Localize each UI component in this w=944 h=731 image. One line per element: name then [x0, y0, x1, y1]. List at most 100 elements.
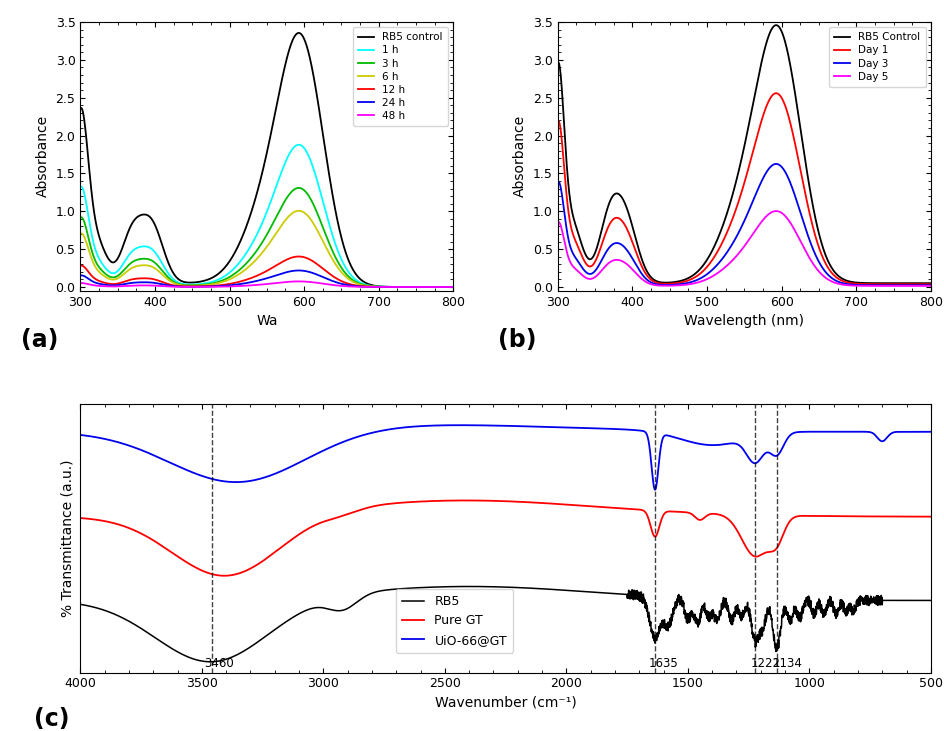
Pure GT	[460, 496, 471, 505]
RB5 Control	[723, 202, 734, 211]
RB5 control	[75, 105, 86, 113]
Day 3	[551, 178, 563, 186]
1 h	[293, 140, 304, 149]
24 h	[293, 266, 304, 275]
RB5	[75, 600, 86, 609]
UiO-66@GT	[75, 431, 86, 439]
24 h	[93, 279, 105, 288]
6 h	[245, 260, 257, 268]
RB5 control	[93, 232, 105, 241]
UiO-66@GT	[454, 421, 465, 430]
48 h	[245, 281, 257, 289]
UiO-66@GT	[747, 458, 758, 467]
Day 1	[924, 280, 936, 289]
RB5 control	[256, 170, 267, 179]
Text: 1222: 1222	[750, 657, 780, 670]
Day 3	[723, 244, 734, 253]
Line: Day 3: Day 3	[557, 164, 930, 285]
48 h	[93, 281, 105, 290]
Legend: RB5, Pure GT, UiO-66@GT: RB5, Pure GT, UiO-66@GT	[396, 589, 513, 653]
6 h	[293, 206, 304, 215]
Day 3	[769, 159, 781, 168]
Day 5	[924, 281, 936, 290]
Line: 48 h: 48 h	[80, 281, 453, 287]
Day 1	[551, 117, 563, 126]
6 h	[256, 249, 267, 258]
12 h	[256, 269, 267, 278]
Day 1	[914, 280, 925, 289]
Line: Pure GT: Pure GT	[80, 501, 930, 576]
Pure GT	[617, 504, 629, 513]
Line: 6 h: 6 h	[80, 211, 453, 287]
3 h	[75, 213, 86, 222]
Text: 3460: 3460	[204, 657, 234, 670]
RB5 control	[436, 283, 447, 292]
1 h	[447, 283, 459, 292]
Line: 12 h: 12 h	[80, 257, 453, 287]
RB5 Control	[733, 164, 744, 173]
1 h	[368, 282, 379, 291]
RB5 Control	[914, 279, 925, 287]
UiO-66@GT	[649, 485, 660, 494]
Day 5	[914, 281, 925, 290]
RB5 Control	[845, 278, 856, 287]
1 h	[436, 283, 447, 292]
1 h	[75, 183, 86, 192]
48 h	[436, 283, 447, 292]
Day 5	[769, 207, 781, 216]
Day 3	[733, 227, 744, 236]
RB5 control	[447, 283, 459, 292]
3 h	[93, 263, 105, 272]
UiO-66@GT	[523, 422, 534, 431]
Line: Day 1: Day 1	[557, 94, 930, 284]
Pure GT	[747, 551, 758, 560]
12 h	[93, 276, 105, 285]
3 h	[245, 253, 257, 262]
6 h	[436, 283, 447, 292]
Day 5	[723, 259, 734, 268]
Legend: RB5 control, 1 h, 3 h, 6 h, 12 h, 24 h, 48 h: RB5 control, 1 h, 3 h, 6 h, 12 h, 24 h, …	[353, 27, 447, 126]
RB5 control	[436, 283, 447, 292]
12 h	[447, 283, 459, 292]
Legend: RB5 Control, Day 1, Day 3, Day 5: RB5 Control, Day 1, Day 3, Day 5	[828, 27, 924, 87]
Text: 1134: 1134	[772, 657, 802, 670]
RB5	[420, 583, 431, 592]
Day 5	[551, 218, 563, 227]
RB5 Control	[570, 224, 582, 233]
RB5	[747, 631, 758, 640]
Day 3	[570, 255, 582, 264]
6 h	[368, 282, 379, 291]
1 h	[245, 240, 257, 249]
RB5	[140, 627, 151, 636]
Y-axis label: Absorbance: Absorbance	[513, 115, 527, 197]
24 h	[436, 283, 447, 292]
RB5 Control	[914, 279, 925, 287]
12 h	[75, 261, 86, 270]
RB5	[384, 586, 396, 594]
3 h	[256, 239, 267, 248]
Day 3	[845, 280, 856, 289]
24 h	[447, 283, 459, 292]
6 h	[75, 229, 86, 238]
24 h	[75, 271, 86, 280]
48 h	[293, 277, 304, 286]
Day 3	[914, 281, 925, 289]
Day 3	[924, 281, 936, 289]
Day 3	[914, 281, 925, 289]
Y-axis label: % Transmittance (a.u.): % Transmittance (a.u.)	[60, 459, 75, 617]
3 h	[436, 283, 447, 292]
RB5 Control	[769, 20, 781, 29]
Day 5	[733, 249, 744, 257]
RB5	[617, 590, 629, 599]
Text: (c): (c)	[34, 708, 69, 731]
X-axis label: Wavenumber (cm⁻¹): Wavenumber (cm⁻¹)	[434, 696, 576, 710]
Day 5	[914, 281, 925, 290]
Line: Day 5: Day 5	[557, 211, 930, 286]
Line: 3 h: 3 h	[80, 188, 453, 287]
3 h	[436, 283, 447, 292]
UiO-66@GT	[924, 428, 936, 436]
48 h	[368, 283, 379, 292]
UiO-66@GT	[616, 425, 628, 433]
RB5	[205, 657, 216, 666]
Line: UiO-66@GT: UiO-66@GT	[80, 425, 930, 490]
